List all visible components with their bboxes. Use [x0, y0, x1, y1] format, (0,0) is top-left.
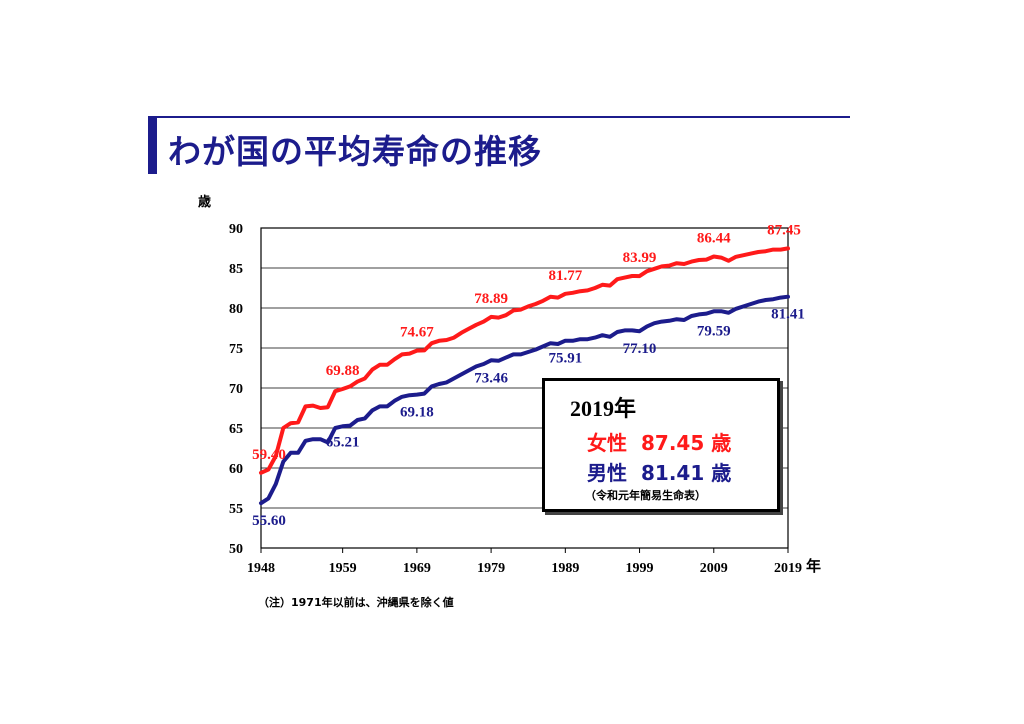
- data-label: 59.40: [252, 447, 286, 463]
- y-axis-ticks: 50 55 60 65 70 75 80 85 90: [229, 222, 243, 557]
- x-tick-label: 1948: [247, 561, 275, 576]
- male-series-line: [259, 294, 790, 506]
- data-label: 81.41: [771, 307, 805, 323]
- legend-source: （令和元年簡易生命表）: [585, 489, 706, 502]
- x-tick-label: 1979: [477, 561, 505, 576]
- title-rule: [148, 116, 850, 118]
- x-axis-ticks: 1948 1959 1969 1979 1989 1999 2009 2019: [247, 548, 802, 576]
- data-labels: 59.40 69.88 74.67 78.89 81.77 83.99 86.44 87.45…: [252, 222, 805, 529]
- title-accent-bar: [148, 116, 157, 174]
- series-lines: [259, 246, 790, 506]
- data-label: 74.67: [400, 325, 434, 341]
- x-tick-label: 2009: [700, 561, 728, 576]
- data-label: 75.91: [548, 351, 582, 367]
- data-label: 73.46: [474, 370, 508, 386]
- legend-female-label: 女性: [587, 431, 627, 455]
- data-label: 79.59: [697, 323, 731, 339]
- data-label: 78.89: [474, 291, 508, 307]
- y-tick-label: 55: [229, 502, 243, 517]
- legend-box: 2019年 女性 87.45 歳 男性 81.41 歳 （令和元年簡易生命表）: [542, 378, 780, 512]
- data-label: 77.10: [623, 341, 657, 357]
- data-label: 83.99: [623, 250, 657, 266]
- legend-female: 女性 87.45 歳: [587, 427, 731, 456]
- y-tick-label: 80: [229, 302, 243, 317]
- y-tick-label: 75: [229, 342, 243, 357]
- data-label: 86.44: [697, 230, 731, 246]
- legend-male-label: 男性: [587, 461, 627, 485]
- footnote: （注）1971年以前は、沖縄県を除く値: [258, 596, 454, 609]
- data-label: 81.77: [548, 268, 582, 284]
- data-label: 55.60: [252, 513, 286, 529]
- legend-male: 男性 81.41 歳: [587, 457, 731, 486]
- legend-male-value: 81.41 歳: [641, 461, 732, 485]
- x-tick-label: 1969: [403, 561, 431, 576]
- y-axis-label: 歳: [198, 194, 211, 210]
- legend-female-value: 87.45 歳: [641, 431, 732, 455]
- legend-year: 2019年: [570, 396, 637, 421]
- plot-frame: [260, 227, 789, 549]
- y-tick-label: 70: [229, 382, 243, 397]
- x-tick-label: 2019: [774, 561, 802, 576]
- data-label: 87.45: [767, 222, 801, 238]
- data-label: 69.18: [400, 405, 434, 421]
- y-tick-label: 50: [229, 542, 243, 557]
- y-tick-label: 85: [229, 262, 243, 277]
- x-tick-label: 1999: [626, 561, 654, 576]
- y-tick-label: 60: [229, 462, 243, 477]
- y-tick-label: 90: [229, 222, 243, 237]
- data-label: 65.21: [326, 434, 360, 450]
- data-label: 69.88: [326, 363, 360, 379]
- page-title: わが国の平均寿命の推移: [168, 132, 542, 171]
- x-axis-unit-label: 年: [806, 557, 821, 575]
- y-tick-label: 65: [229, 422, 243, 437]
- x-tick-label: 1959: [329, 561, 357, 576]
- female-series-line: [259, 246, 790, 475]
- x-tick-label: 1989: [551, 561, 579, 576]
